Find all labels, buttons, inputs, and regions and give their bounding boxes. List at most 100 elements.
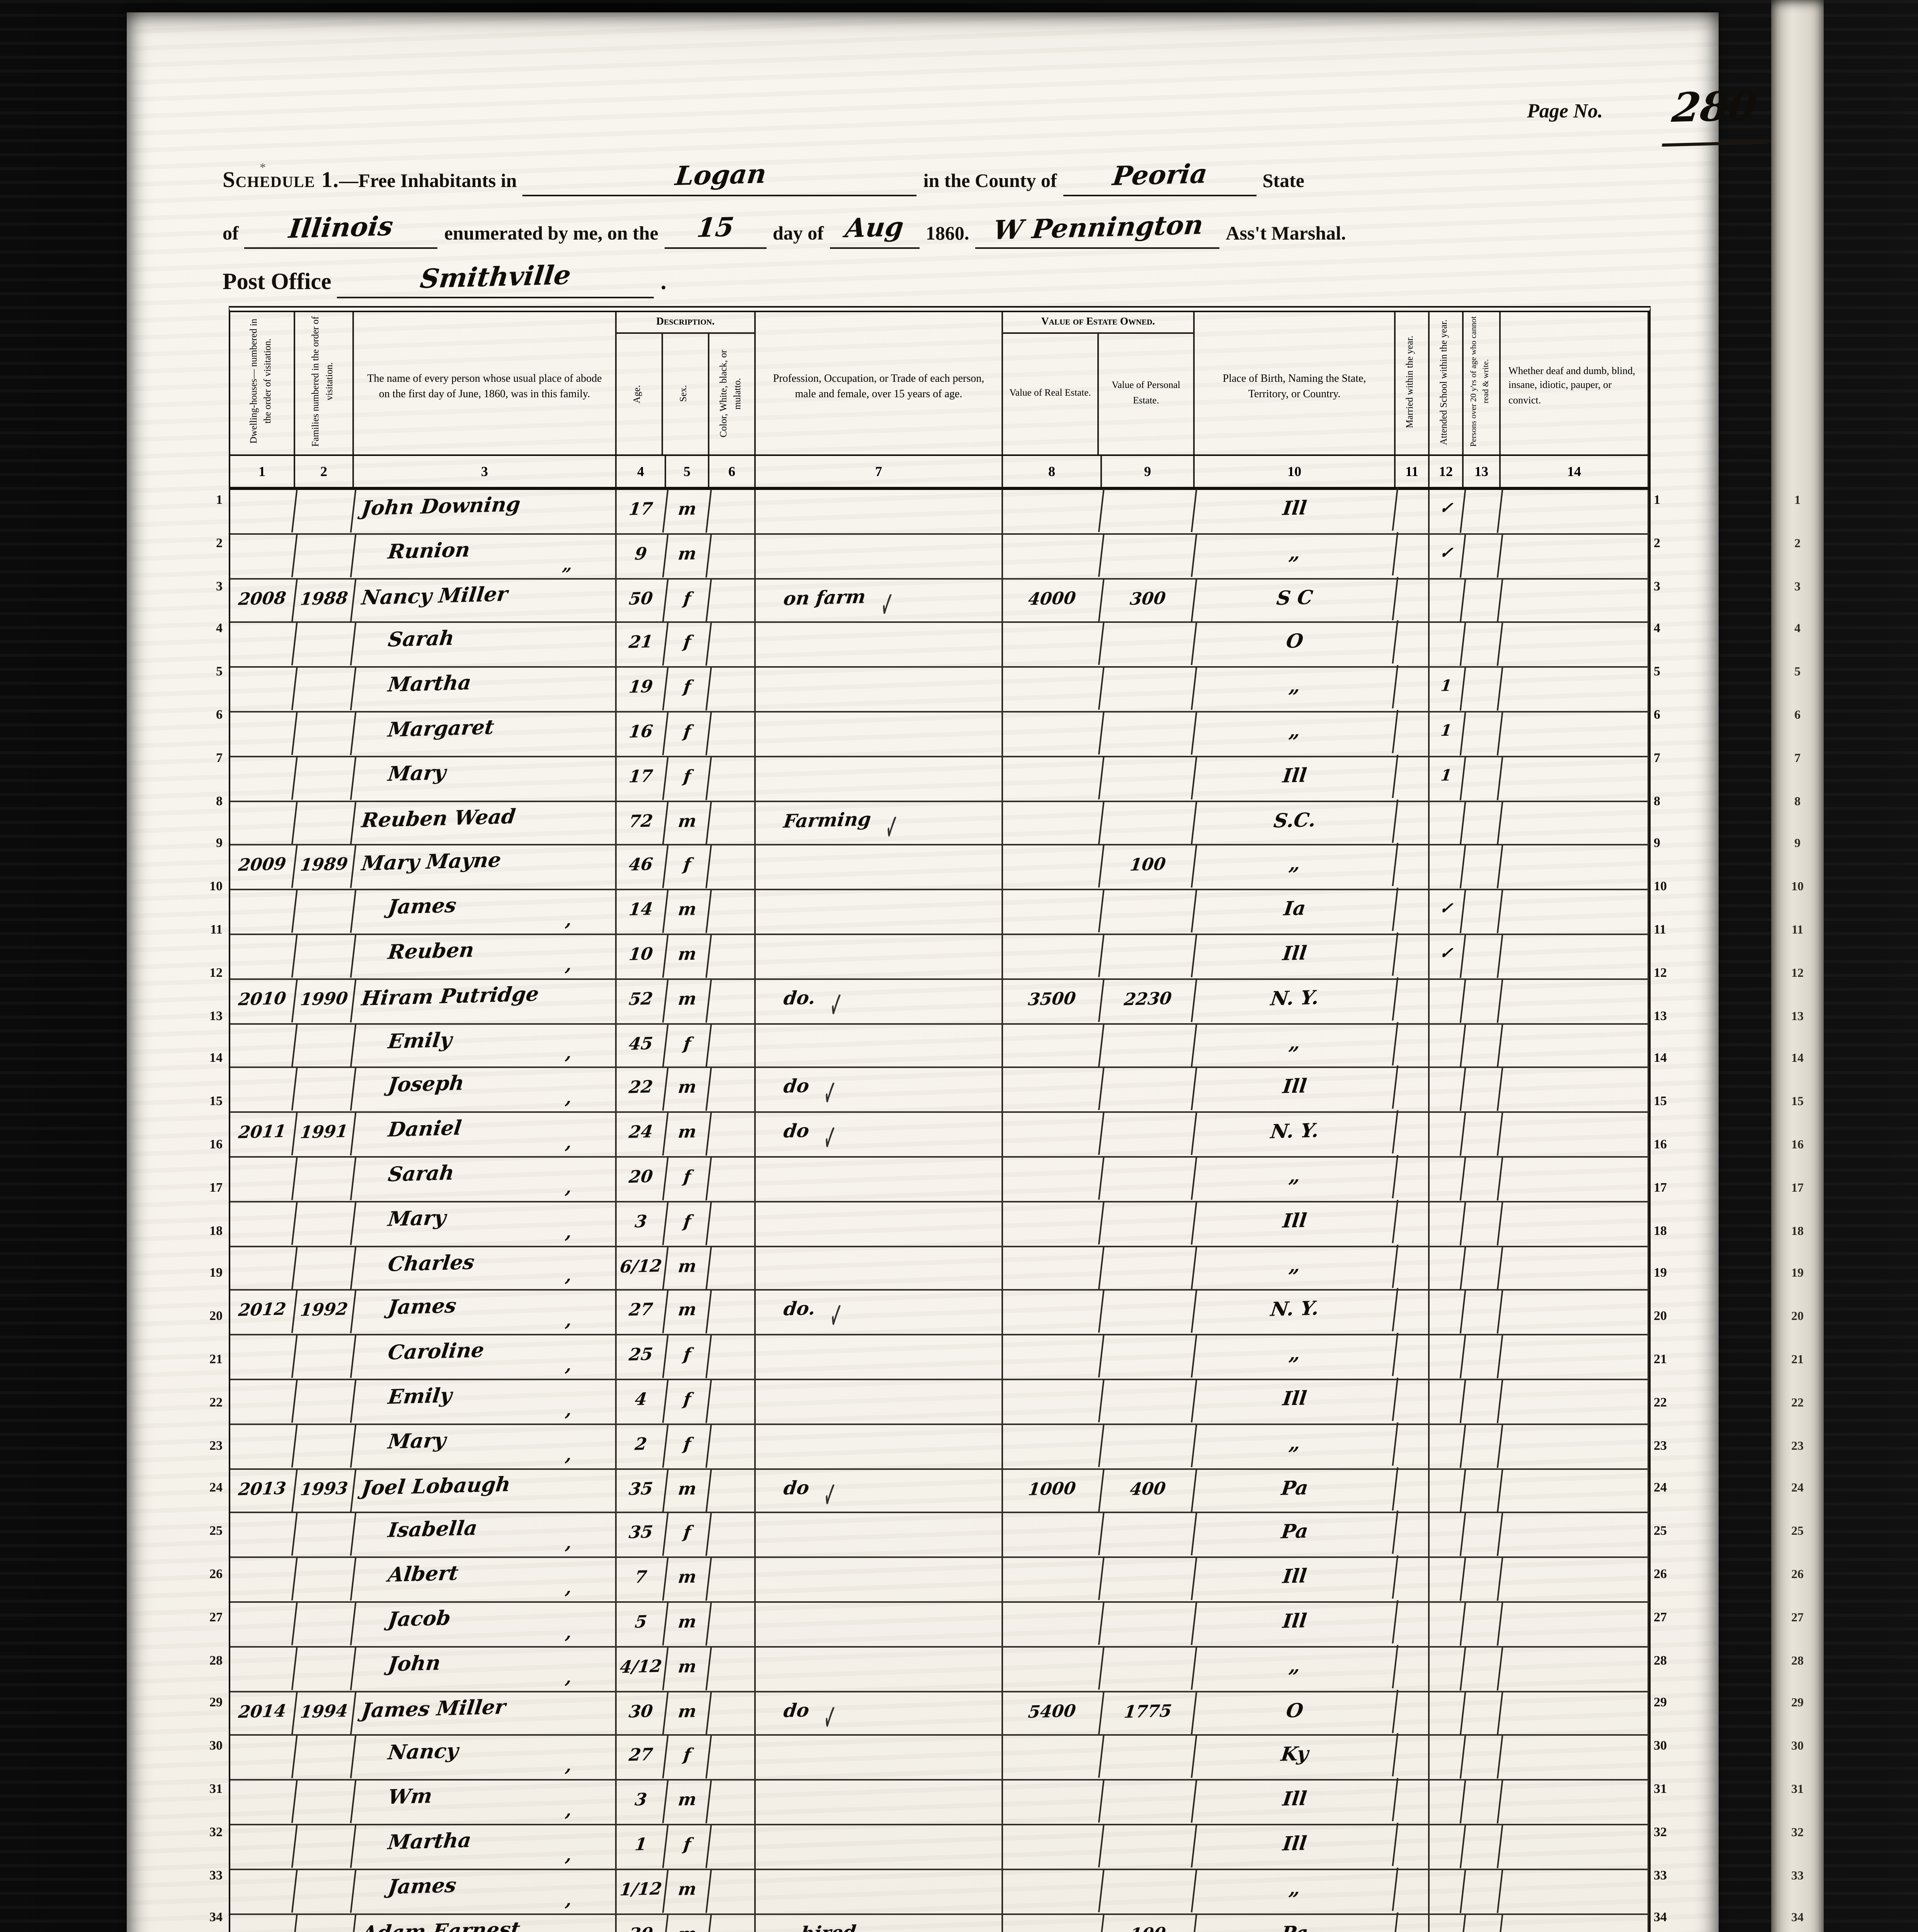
cell-birthplace: Ia — [1192, 888, 1399, 936]
table-row: Sarah, 20 f „ — [228, 1155, 1649, 1203]
cell-occupation — [756, 1781, 1003, 1824]
cell-married-within-year — [1396, 1469, 1430, 1512]
cell-married-within-year — [1396, 490, 1430, 533]
cell-occupation: do ✓ — [756, 1113, 1003, 1166]
cell-name: James, — [354, 1291, 617, 1334]
col-header-name: The name of every person whose usual pla… — [354, 312, 617, 454]
cell-sex: f — [663, 1825, 712, 1869]
cell-occupation — [756, 1335, 1003, 1379]
table-row: Martha 19 f „ 1 — [228, 665, 1649, 714]
cell-remarks — [1501, 846, 1649, 889]
left-row-number: 7 — [216, 749, 223, 765]
cell-name: Mary Mayne — [354, 846, 617, 889]
cell-attended-school — [1427, 1246, 1466, 1290]
cell-attended-school: 1 — [1427, 667, 1466, 712]
cell-color — [709, 668, 756, 711]
cell-sex: f — [663, 1201, 712, 1246]
cell-sex: m — [663, 1646, 712, 1691]
cell-attended-school — [1427, 1468, 1466, 1513]
cell-birthplace: N. Y. — [1192, 1288, 1399, 1337]
cell-real-estate — [1000, 1913, 1105, 1932]
cell-age: 50 — [614, 578, 669, 623]
cell-cannot-read — [1461, 934, 1503, 979]
cell-personal-estate — [1099, 667, 1197, 713]
cell-family-number — [292, 1869, 357, 1913]
cell-remarks — [1501, 1291, 1649, 1334]
cell-remarks — [1501, 490, 1649, 533]
post-office-period: . — [660, 270, 667, 295]
cell-age: 6/12 — [614, 1246, 669, 1291]
cell-sex: f — [663, 1023, 712, 1068]
cell-birthplace: „ — [1192, 1155, 1399, 1203]
cell-name: Emily, — [354, 1380, 617, 1423]
cell-sex: m — [663, 934, 712, 979]
cell-remarks — [1501, 579, 1649, 622]
cell-remarks — [1501, 1869, 1649, 1913]
left-row-number: 21 — [209, 1350, 223, 1366]
table-row: Emily, 45 f „ — [228, 1021, 1649, 1070]
table-row: Wm, 3 m Ill — [228, 1778, 1649, 1827]
cell-family-number — [292, 1201, 357, 1246]
cell-real-estate — [1000, 800, 1105, 846]
cell-dwelling-number — [228, 1913, 298, 1932]
cell-remarks — [1501, 534, 1649, 578]
right-row-number: 9 — [1654, 835, 1660, 851]
cell-remarks — [1501, 801, 1649, 845]
left-row-number: 11 — [210, 921, 223, 937]
cell-dwelling-number — [228, 1780, 298, 1825]
cell-real-estate — [1000, 488, 1105, 534]
cell-family-number — [292, 1335, 357, 1379]
cell-remarks — [1501, 1024, 1649, 1067]
cell-birthplace: Ill — [1192, 1778, 1399, 1827]
cell-personal-estate — [1099, 889, 1197, 935]
col-header-cannot-read: Persons over 20 y'rs of age who cannot r… — [1464, 312, 1501, 454]
adjacent-row-number: 10 — [1791, 879, 1804, 894]
cell-personal-estate: 2230 — [1099, 978, 1197, 1024]
cell-attended-school — [1427, 578, 1466, 622]
cell-attended-school — [1427, 1024, 1466, 1068]
col-header-family: Families numbered in the order of visita… — [295, 312, 354, 454]
cell-personal-estate — [1099, 488, 1197, 534]
cell-occupation — [756, 1736, 1003, 1779]
cell-name: Charles, — [354, 1247, 617, 1290]
right-row-number: 13 — [1654, 1007, 1667, 1023]
cell-age: 17 — [614, 756, 669, 801]
cell-attended-school — [1427, 1335, 1466, 1379]
cell-cannot-read — [1461, 1825, 1503, 1869]
cell-married-within-year — [1396, 801, 1430, 845]
cell-family-number — [292, 1780, 357, 1825]
cell-name: Albert, — [354, 1558, 617, 1601]
cell-personal-estate — [1099, 1245, 1197, 1291]
cell-birthplace: Ill — [1192, 1377, 1399, 1426]
cell-attended-school — [1427, 1869, 1466, 1913]
cell-name: Daniel, — [354, 1113, 617, 1156]
cell-occupation: on farm ✓ — [756, 579, 1003, 632]
left-row-number: 1 — [216, 492, 223, 507]
cell-personal-estate — [1099, 1735, 1197, 1781]
header-line1-end: State — [1262, 170, 1304, 192]
table-row: Caroline, 25 f „ — [228, 1333, 1649, 1381]
table-row: Sarah 21 f O — [228, 621, 1649, 669]
cell-personal-estate: 1775 — [1099, 1690, 1197, 1736]
cell-personal-estate — [1099, 1379, 1197, 1425]
adjacent-row-number: 5 — [1794, 665, 1801, 679]
cell-occupation: do. ✓ — [756, 980, 1003, 1032]
cell-remarks — [1501, 1157, 1649, 1201]
cell-birthplace: S.C. — [1192, 799, 1399, 847]
cell-sex: f — [663, 1379, 712, 1424]
table-row: 2013 1993 Joel Lobaugh 35 m do ✓ 1000 400… — [228, 1466, 1649, 1522]
cell-name: Martha — [354, 668, 617, 711]
cell-occupation — [756, 1869, 1003, 1913]
cell-family-number: 1989 — [292, 845, 357, 890]
cell-married-within-year — [1396, 1068, 1430, 1112]
right-row-number: 33 — [1654, 1866, 1667, 1882]
cell-color — [709, 1514, 756, 1557]
left-row-number: 8 — [216, 792, 223, 808]
cell-remarks — [1501, 1380, 1649, 1423]
cell-remarks — [1501, 980, 1649, 1023]
cell-age: 5 — [614, 1602, 669, 1646]
col-header-real-estate: Value of Real Estate. — [1003, 332, 1099, 454]
cell-birthplace: Ill — [1192, 932, 1399, 981]
cell-real-estate: 3500 — [1000, 978, 1105, 1024]
cell-real-estate: 1000 — [1000, 1468, 1105, 1514]
